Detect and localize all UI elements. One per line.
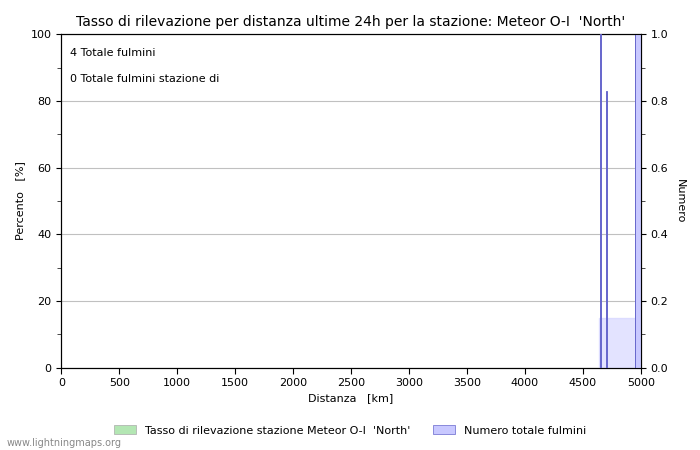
Bar <box>600 34 601 368</box>
Title: Tasso di rilevazione per distanza ultime 24h per la stazione: Meteor O-I  'North: Tasso di rilevazione per distanza ultime… <box>76 15 626 29</box>
X-axis label: Distanza   [km]: Distanza [km] <box>309 393 393 404</box>
Y-axis label: Numero: Numero <box>675 179 685 223</box>
Text: www.lightningmaps.org: www.lightningmaps.org <box>7 437 122 447</box>
Text: 4 Totale fulmini: 4 Totale fulmini <box>70 48 155 58</box>
Bar <box>635 34 641 368</box>
Y-axis label: Percento   [%]: Percento [%] <box>15 162 25 240</box>
Text: 0 Totale fulmini stazione di: 0 Totale fulmini stazione di <box>70 74 219 84</box>
Legend: Tasso di rilevazione stazione Meteor O-I  'North', Numero totale fulmini: Tasso di rilevazione stazione Meteor O-I… <box>109 421 591 440</box>
